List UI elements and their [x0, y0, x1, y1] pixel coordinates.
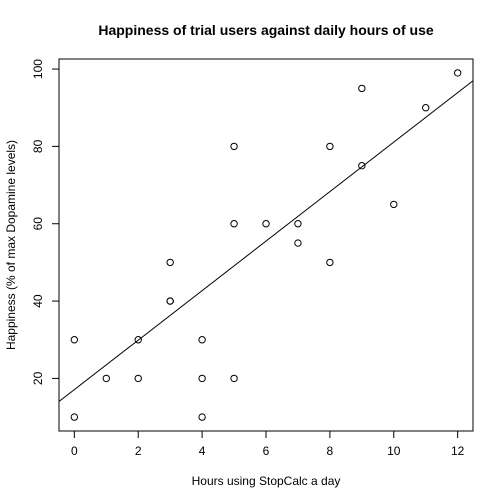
x-tick-label: 6 — [263, 444, 270, 458]
y-tick-label: 20 — [31, 371, 45, 385]
y-tick-label: 100 — [31, 59, 45, 79]
data-point — [294, 239, 302, 247]
data-point — [70, 413, 79, 421]
data-point — [70, 336, 79, 344]
x-tick-label: 8 — [327, 444, 334, 458]
data-point — [230, 374, 238, 383]
x-tick-label: 0 — [71, 444, 78, 458]
plot-marks: 0 2 4 6 8 10 12 20 40 60 80 100 — [31, 59, 473, 458]
data-point — [166, 258, 174, 267]
data-point — [230, 142, 238, 151]
data-point — [453, 69, 462, 77]
y-tick-label: 60 — [31, 217, 45, 231]
x-tick-label: 12 — [451, 444, 465, 458]
data-point — [262, 220, 270, 228]
data-point — [134, 336, 142, 344]
x-tick-label: 10 — [387, 444, 401, 458]
y-tick-label: 80 — [31, 139, 45, 153]
trend-line — [59, 80, 473, 402]
data-point — [198, 336, 206, 344]
data-point — [134, 374, 142, 383]
plot-frame — [58, 58, 474, 432]
data-point — [198, 374, 206, 383]
data-point — [326, 258, 334, 267]
data-point — [422, 104, 430, 112]
x-tick-label: 4 — [199, 444, 206, 458]
chart-title: Happiness of trial users against daily h… — [98, 22, 434, 38]
data-point — [294, 220, 302, 228]
data-point — [166, 297, 174, 305]
data-point — [198, 413, 206, 421]
y-axis-label: Happiness (% of max Dopamine levels) — [4, 140, 18, 350]
data-point — [390, 200, 398, 209]
data-point — [358, 84, 366, 93]
x-axis-label: Hours using StopCalc a day — [192, 474, 341, 488]
data-point — [358, 162, 366, 170]
data-point — [102, 374, 110, 383]
data-point — [230, 220, 238, 228]
y-tick-label: 40 — [31, 294, 45, 308]
x-tick-label: 2 — [135, 444, 142, 458]
data-point — [326, 142, 334, 151]
